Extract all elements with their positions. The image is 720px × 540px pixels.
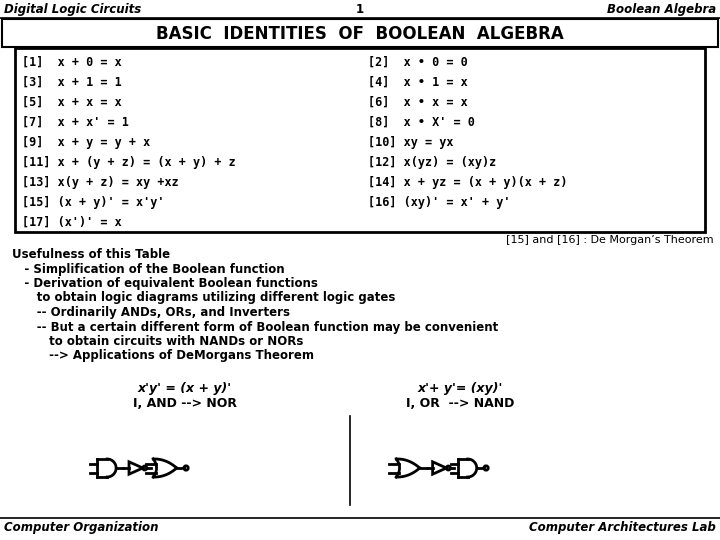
Text: to obtain circuits with NANDs or NORs: to obtain circuits with NANDs or NORs [12, 335, 303, 348]
Text: [2]  x • 0 = 0: [2] x • 0 = 0 [368, 56, 468, 69]
Text: [4]  x • 1 = x: [4] x • 1 = x [368, 76, 468, 89]
Bar [15, 48, 705, 232]
Text: --> Applications of DeMorgans Theorem: --> Applications of DeMorgans Theorem [12, 349, 314, 362]
Text: [1]  x + 0 = x: [1] x + 0 = x [22, 56, 122, 69]
Text: I, OR  --> NAND: I, OR --> NAND [406, 397, 514, 410]
Text: [9]  x + y = y + x: [9] x + y = y + x [22, 136, 150, 149]
Text: - Derivation of equivalent Boolean functions: - Derivation of equivalent Boolean funct… [12, 277, 318, 290]
Text: [12] x(yz) = (xy)z: [12] x(yz) = (xy)z [368, 156, 496, 169]
Text: Usefulness of this Table: Usefulness of this Table [12, 248, 170, 261]
Text: [15] (x + y)' = x'y': [15] (x + y)' = x'y' [22, 196, 164, 209]
Text: 1: 1 [356, 3, 364, 16]
Text: [13] x(y + z) = xy +xz: [13] x(y + z) = xy +xz [22, 176, 179, 189]
Text: I, AND --> NOR: I, AND --> NOR [133, 397, 237, 410]
Text: - Simplification of the Boolean function: - Simplification of the Boolean function [12, 262, 284, 275]
Text: [8]  x • X' = 0: [8] x • X' = 0 [368, 116, 475, 129]
Text: [16] (xy)' = x' + y': [16] (xy)' = x' + y' [368, 196, 510, 209]
Text: -- But a certain different form of Boolean function may be convenient: -- But a certain different form of Boole… [12, 321, 498, 334]
Text: [14] x + yz = (x + y)(x + z): [14] x + yz = (x + y)(x + z) [368, 176, 567, 189]
Text: [6]  x • x = x: [6] x • x = x [368, 96, 468, 109]
Text: [15] and [16] : De Morgan’s Theorem: [15] and [16] : De Morgan’s Theorem [506, 235, 714, 245]
Text: [10] xy = yx: [10] xy = yx [368, 136, 454, 149]
Text: -- Ordinarily ANDs, ORs, and Inverters: -- Ordinarily ANDs, ORs, and Inverters [12, 306, 290, 319]
Text: Boolean Algebra: Boolean Algebra [607, 3, 716, 16]
Text: x'y' = (x + y)': x'y' = (x + y)' [138, 382, 232, 395]
Text: [7]  x + x' = 1: [7] x + x' = 1 [22, 116, 129, 129]
Text: Computer Architectures Lab: Computer Architectures Lab [529, 521, 716, 534]
Text: BASIC  IDENTITIES  OF  BOOLEAN  ALGEBRA: BASIC IDENTITIES OF BOOLEAN ALGEBRA [156, 25, 564, 43]
Text: [3]  x + 1 = 1: [3] x + 1 = 1 [22, 76, 122, 89]
Text: [5]  x + x = x: [5] x + x = x [22, 96, 122, 109]
Text: [11] x + (y + z) = (x + y) + z: [11] x + (y + z) = (x + y) + z [22, 156, 235, 169]
Text: x'+ y'= (xy)': x'+ y'= (xy)' [418, 382, 503, 395]
Text: [17] (x')' = x: [17] (x')' = x [22, 216, 122, 229]
Text: to obtain logic diagrams utilizing different logic gates: to obtain logic diagrams utilizing diffe… [12, 292, 395, 305]
Text: Digital Logic Circuits: Digital Logic Circuits [4, 3, 141, 16]
Bar [2, 19, 718, 47]
Text: Computer Organization: Computer Organization [4, 521, 158, 534]
